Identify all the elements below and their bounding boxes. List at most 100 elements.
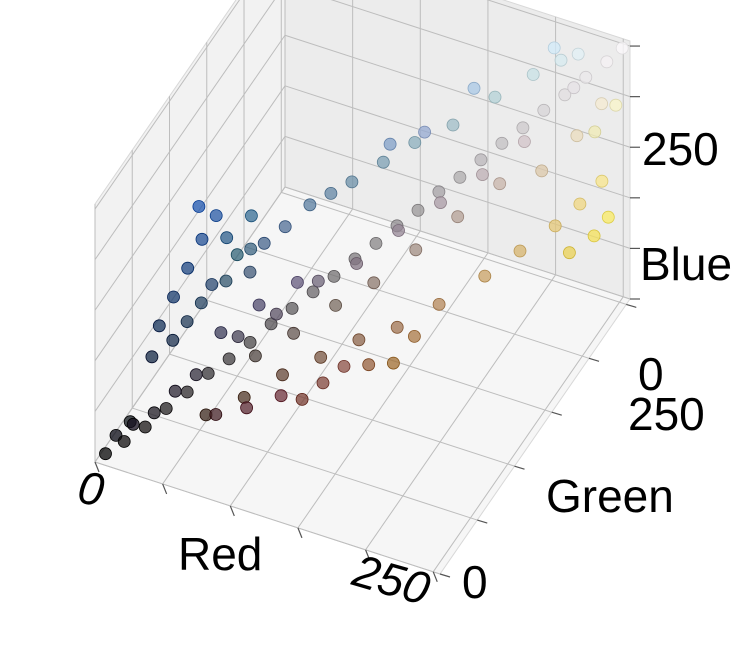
data-point xyxy=(390,320,404,334)
grid-line xyxy=(162,208,354,485)
data-point xyxy=(554,53,568,67)
data-point xyxy=(409,243,423,257)
grid-line xyxy=(206,299,552,413)
data-point xyxy=(168,384,182,398)
data-point xyxy=(189,368,203,382)
data-point xyxy=(316,376,330,390)
data-point xyxy=(600,55,614,69)
data-point xyxy=(240,401,254,415)
grid-line xyxy=(243,245,590,359)
data-point xyxy=(548,219,562,233)
data-point xyxy=(513,244,527,258)
data-point xyxy=(595,174,609,188)
x-tick-mark xyxy=(365,549,371,561)
x-tick-mark xyxy=(432,571,438,583)
data-point xyxy=(615,41,629,55)
data-point xyxy=(201,366,215,380)
data-point xyxy=(167,290,180,304)
data-point xyxy=(159,402,173,415)
data-point xyxy=(147,406,161,420)
data-point xyxy=(166,333,180,347)
data-point xyxy=(117,435,131,448)
data-point xyxy=(231,330,245,344)
data-point xyxy=(547,41,561,55)
tick-marks xyxy=(94,45,640,583)
grid-line xyxy=(132,407,478,521)
grid-line xyxy=(330,0,631,98)
data-point xyxy=(209,209,223,223)
data-point xyxy=(311,274,325,288)
y-tick-mark xyxy=(514,465,525,470)
data-point xyxy=(362,358,376,372)
data-point xyxy=(306,285,320,299)
x-tick-0: 0 xyxy=(75,461,108,516)
data-point xyxy=(269,307,283,321)
z-tick-250: 250 xyxy=(642,123,719,175)
data-point xyxy=(290,275,304,289)
data-point xyxy=(257,236,271,250)
data-point xyxy=(432,185,446,199)
data-point xyxy=(243,265,257,279)
grid-lines xyxy=(94,0,631,575)
grid-line xyxy=(94,0,276,260)
data-point xyxy=(329,298,343,312)
data-point xyxy=(478,269,492,283)
grid-line xyxy=(284,85,631,199)
data-point xyxy=(516,121,530,135)
data-point xyxy=(595,97,608,111)
data-point xyxy=(337,359,351,373)
data-point xyxy=(493,177,507,191)
data-point xyxy=(145,350,159,364)
x-tick-mark xyxy=(94,461,100,473)
data-point xyxy=(350,257,364,270)
data-point xyxy=(209,408,223,421)
x-axis-title: Red xyxy=(178,528,262,580)
grid-line xyxy=(94,85,286,362)
y-tick-250: 250 xyxy=(628,388,705,440)
y-tick-mark xyxy=(477,519,488,524)
data-point xyxy=(243,335,257,349)
grid-line xyxy=(486,0,631,47)
data-point xyxy=(324,186,338,200)
data-point xyxy=(579,70,593,84)
data-point xyxy=(152,319,166,333)
data-point xyxy=(244,242,258,256)
data-point xyxy=(407,329,421,343)
data-point xyxy=(495,136,509,150)
x-tick-mark xyxy=(162,483,168,495)
data-point xyxy=(418,125,432,139)
data-point xyxy=(571,47,585,61)
grid-line xyxy=(94,0,241,210)
data-point xyxy=(488,90,502,104)
data-point xyxy=(214,326,228,340)
data-point xyxy=(434,196,447,210)
data-point xyxy=(222,352,236,366)
grid-line xyxy=(365,274,556,551)
y-tick-mark xyxy=(588,357,600,362)
grid-line xyxy=(229,230,421,507)
y-axis-title: Green xyxy=(546,470,674,522)
z-axis-title: Blue xyxy=(640,238,732,290)
data-point xyxy=(563,246,576,260)
data-point xyxy=(567,81,581,95)
data-point xyxy=(192,200,206,213)
grid-line xyxy=(94,461,441,575)
data-point xyxy=(386,356,400,370)
data-point xyxy=(237,390,251,404)
data-point xyxy=(535,164,549,178)
data-point xyxy=(274,389,288,403)
data-point xyxy=(295,392,309,406)
data-point xyxy=(205,278,219,291)
data-point xyxy=(352,333,366,347)
data-point xyxy=(138,420,152,434)
grid-line xyxy=(94,34,286,311)
data-point xyxy=(285,301,299,315)
data-point xyxy=(587,229,601,243)
data-point xyxy=(181,261,195,275)
data-point xyxy=(609,98,623,112)
x-tick-mark xyxy=(229,505,235,517)
data-point xyxy=(248,349,262,363)
data-point xyxy=(476,168,489,182)
data-point xyxy=(474,153,488,167)
data-point xyxy=(411,203,425,217)
